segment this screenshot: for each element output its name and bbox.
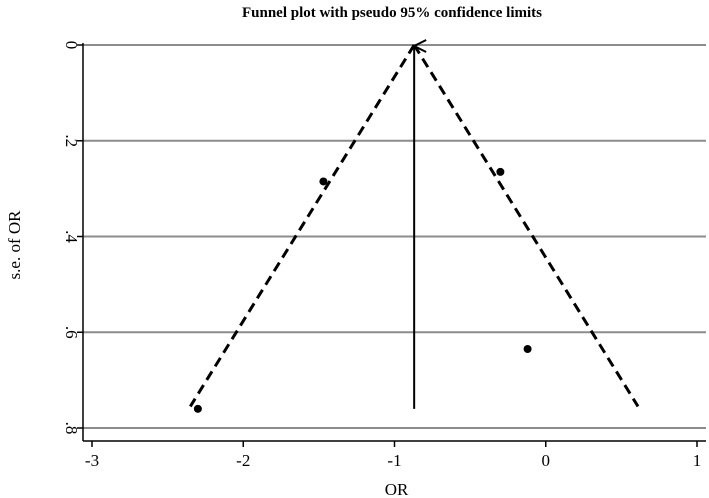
x-axis-ticks: -3 -2 -1 0 1 xyxy=(85,441,701,470)
data-point-4 xyxy=(523,345,532,354)
data-point-3 xyxy=(496,167,505,176)
y-axis-label: s.e. of OR xyxy=(5,210,24,280)
x-tick-label: -3 xyxy=(85,451,99,470)
y-tick-label: .6 xyxy=(62,326,81,339)
y-tick-label: .2 xyxy=(62,134,81,147)
y-tick-label: 0 xyxy=(62,41,81,50)
x-tick-label: 0 xyxy=(542,451,551,470)
chart-title: Funnel plot with pseudo 95% confidence l… xyxy=(242,5,542,21)
x-tick-label: -1 xyxy=(387,451,401,470)
y-tick-label: .8 xyxy=(62,422,81,435)
upper-confidence-limit-line xyxy=(412,44,640,408)
x-axis-label: OR xyxy=(385,480,409,498)
data-point-2 xyxy=(319,177,328,186)
lower-confidence-limit-line xyxy=(189,44,416,408)
y-axis-ticks: 0 .2 .4 .6 .8 xyxy=(62,41,83,435)
x-tick-label: 1 xyxy=(693,451,702,470)
x-tick-label: -2 xyxy=(236,451,250,470)
gridlines xyxy=(83,44,706,429)
y-tick-label: .4 xyxy=(62,230,81,243)
data-point-1 xyxy=(193,404,202,413)
plot-marks xyxy=(189,44,640,413)
